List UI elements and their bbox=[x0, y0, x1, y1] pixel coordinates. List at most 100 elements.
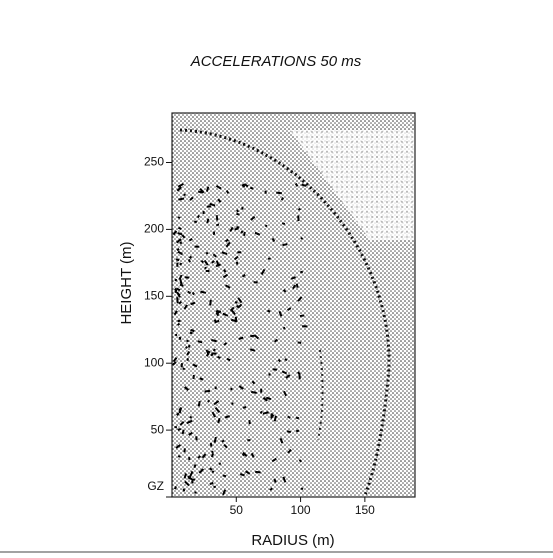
field-arrow bbox=[287, 307, 292, 311]
field-arrow bbox=[273, 415, 277, 422]
field-arrow bbox=[207, 350, 211, 354]
field-arrow bbox=[282, 289, 287, 293]
field-arrow bbox=[295, 416, 300, 420]
field-arrow bbox=[211, 339, 217, 343]
field-arrow bbox=[187, 290, 192, 295]
field-arrow bbox=[270, 414, 275, 419]
plot-frame bbox=[171, 112, 416, 498]
field-arrow bbox=[189, 415, 193, 419]
field-arrow bbox=[300, 237, 304, 240]
field-arrow bbox=[217, 198, 222, 203]
field-arrow bbox=[297, 371, 301, 376]
field-arrow bbox=[234, 301, 238, 304]
field-arrow bbox=[299, 270, 304, 274]
field-arrow bbox=[217, 417, 221, 424]
field-arrow bbox=[209, 442, 213, 447]
field-arrow bbox=[204, 389, 211, 393]
field-arrow bbox=[207, 399, 211, 403]
field-arrow bbox=[276, 191, 282, 195]
field-arrow bbox=[177, 250, 182, 255]
field-arrow bbox=[283, 390, 288, 397]
field-arrow bbox=[236, 212, 240, 216]
field-arrow bbox=[260, 269, 266, 275]
field-arrow bbox=[212, 348, 216, 352]
field-arrow bbox=[221, 439, 225, 443]
field-arrow bbox=[234, 227, 239, 231]
field-arrow bbox=[174, 278, 178, 282]
field-arrow bbox=[250, 334, 256, 338]
field-arrow bbox=[215, 223, 220, 227]
field-arrow bbox=[183, 473, 187, 479]
field-arrow bbox=[223, 342, 228, 346]
field-arrow bbox=[295, 429, 300, 433]
field-arrow bbox=[197, 455, 201, 459]
field-arrow bbox=[265, 396, 272, 401]
field-arrow bbox=[209, 299, 212, 306]
field-arrow bbox=[187, 258, 191, 263]
field-arrow bbox=[242, 405, 247, 409]
field-arrow bbox=[199, 377, 204, 381]
field-arrow bbox=[192, 374, 195, 380]
field-arrow bbox=[251, 390, 257, 394]
field-arrow bbox=[211, 411, 217, 418]
chart-title: ACCELERATIONS 50 ms bbox=[190, 53, 362, 70]
field-arrow bbox=[200, 290, 207, 294]
field-arrow bbox=[189, 331, 193, 335]
field-arrow bbox=[229, 306, 235, 312]
field-arrow bbox=[267, 309, 271, 313]
field-arrow bbox=[184, 480, 190, 487]
field-arrow bbox=[297, 207, 301, 211]
field-arrow bbox=[189, 238, 193, 242]
field-arrow bbox=[175, 258, 180, 262]
field-arrow bbox=[242, 451, 248, 457]
field-arrow bbox=[171, 361, 177, 366]
field-arrow bbox=[222, 474, 227, 478]
field-arrow bbox=[285, 374, 291, 379]
field-arrow bbox=[273, 338, 279, 343]
field-arrow bbox=[209, 481, 214, 486]
field-arrow bbox=[255, 470, 261, 474]
field-arrow bbox=[177, 322, 181, 326]
field-arrow bbox=[234, 316, 238, 323]
field-arrow bbox=[294, 183, 299, 187]
field-arrow bbox=[241, 273, 246, 278]
field-arrow bbox=[262, 397, 268, 402]
field-light-region bbox=[290, 130, 415, 240]
field-arrow bbox=[213, 400, 220, 406]
plot-area bbox=[171, 112, 416, 498]
field-arrow bbox=[211, 470, 215, 474]
field-arrow bbox=[233, 255, 239, 261]
field-arrow bbox=[282, 476, 287, 483]
field-arrow bbox=[225, 238, 229, 243]
field-arrow bbox=[175, 238, 182, 244]
y-tick-label: 200 bbox=[144, 222, 164, 236]
field-arrow bbox=[237, 297, 243, 304]
field-arrow bbox=[236, 209, 239, 213]
field-arrow bbox=[189, 196, 194, 201]
field-arrow bbox=[177, 455, 181, 458]
field-arrow bbox=[205, 251, 209, 255]
field-arrow bbox=[182, 367, 186, 371]
field-arrow bbox=[211, 453, 215, 458]
field-arrow bbox=[259, 410, 263, 414]
field-arrow bbox=[178, 274, 183, 280]
field-arrow bbox=[282, 326, 286, 330]
field-arrow bbox=[290, 276, 296, 280]
field-arrow bbox=[215, 185, 222, 190]
field-arrow bbox=[286, 430, 292, 434]
field-arrow bbox=[264, 224, 268, 228]
field-arrow bbox=[231, 309, 236, 315]
field-arrow bbox=[251, 380, 256, 385]
field-arrow bbox=[222, 273, 229, 279]
field-arrow bbox=[279, 437, 284, 444]
field-arrow bbox=[175, 287, 181, 292]
field-arrow bbox=[177, 226, 182, 230]
shock-front bbox=[179, 128, 391, 496]
field-arrow bbox=[179, 283, 184, 287]
field-arrow bbox=[205, 186, 210, 192]
field-arrow bbox=[213, 436, 217, 443]
field-arrow bbox=[204, 266, 207, 270]
field-arrow bbox=[174, 287, 177, 291]
field-arrow bbox=[177, 216, 181, 220]
